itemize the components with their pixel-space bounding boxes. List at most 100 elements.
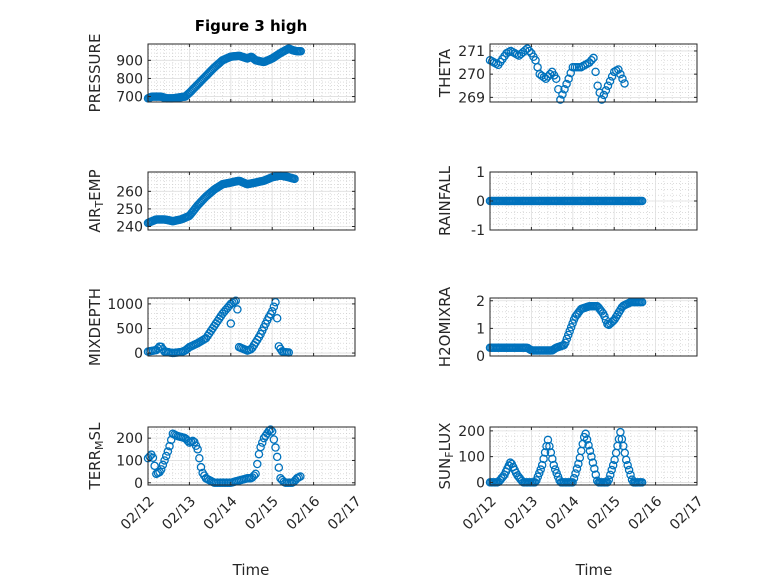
data-point — [620, 79, 629, 88]
data-point — [581, 429, 590, 439]
data-point — [258, 438, 267, 447]
data-point — [156, 465, 166, 474]
axes-box — [147, 171, 356, 231]
x-tick-label: 02/13 — [159, 493, 199, 533]
data-point — [253, 459, 262, 469]
x-tick-label: 02/12 — [460, 493, 500, 533]
data-point — [562, 334, 572, 344]
data-point — [618, 74, 627, 84]
data-point — [624, 465, 634, 475]
axes-box — [489, 43, 698, 103]
x-tick-label: 02/16 — [626, 493, 666, 533]
y-axis-label: H2OMIXRA — [436, 286, 454, 367]
x-tick-label: 02/17 — [667, 493, 707, 533]
data-point — [637, 478, 647, 487]
data-point — [616, 427, 625, 437]
data-point — [584, 440, 593, 450]
data-point — [591, 470, 601, 479]
y-axis-label-subscript: M — [93, 440, 106, 450]
y-tick-label: 1 — [476, 321, 485, 337]
y-tick-label: 271 — [458, 44, 485, 60]
data-point — [623, 460, 632, 470]
y-tick-label: 250 — [116, 202, 143, 218]
y-tick-label: 500 — [116, 321, 143, 337]
data-point — [568, 319, 577, 328]
data-point — [560, 84, 569, 94]
data-point — [606, 470, 615, 480]
data-point — [605, 76, 615, 86]
data-point — [607, 318, 616, 327]
y-tick-label: 1000 — [107, 297, 143, 313]
data-point — [551, 74, 561, 84]
x-tick-label: 02/14 — [201, 493, 241, 533]
data-point — [533, 62, 542, 72]
y-tick-label: 269 — [458, 90, 485, 106]
data-point — [158, 460, 168, 470]
data-point — [226, 319, 236, 328]
y-axis-label-main: SUN — [436, 458, 454, 490]
data-point — [637, 297, 647, 307]
data-point — [562, 79, 571, 89]
subplot-terr-msl: 0 100 200 02/12 02/13 02/14 02/15 02/16 02/17 TER… — [86, 422, 365, 533]
y-tick-label: 270 — [458, 67, 485, 83]
y-tick-label: 0 — [134, 346, 143, 362]
data-point — [506, 458, 515, 467]
data-point — [525, 46, 534, 56]
y-tick-label: 0 — [476, 349, 485, 365]
x-tick-label: 02/16 — [284, 493, 324, 533]
data-point — [254, 449, 264, 459]
data-point — [160, 456, 169, 465]
data-point — [150, 461, 159, 471]
y-axis-label-subscript: F — [443, 451, 456, 457]
data-point — [561, 338, 570, 347]
data-point — [589, 53, 598, 63]
data-point — [607, 465, 616, 475]
data-point — [608, 460, 618, 470]
axes-box — [147, 426, 356, 486]
y-axis-label-main: TERR — [86, 450, 104, 491]
y-tick-label: 100 — [116, 453, 143, 469]
data-point — [163, 447, 173, 456]
data-point — [572, 464, 582, 473]
y-axis-label: PRESSURE — [86, 34, 104, 113]
data-point — [296, 47, 306, 56]
data-point — [565, 326, 574, 336]
y-axis-label: RAINFALL — [436, 165, 454, 236]
data-point — [585, 446, 595, 456]
data-point — [272, 314, 282, 323]
data-point — [603, 81, 613, 91]
y-tick-label: 1 — [476, 165, 485, 181]
data-point — [549, 460, 559, 470]
y-axis-label-rest: LUX — [436, 423, 454, 452]
data-point — [193, 445, 202, 454]
y-tick-label: 0 — [476, 475, 485, 491]
y-axis-label: AIRTEMP — [86, 169, 106, 232]
y-tick-label: -1 — [471, 223, 485, 239]
data-point — [523, 44, 532, 53]
data-point — [626, 470, 635, 480]
data-point — [568, 478, 577, 487]
data-point — [621, 455, 631, 465]
y-tick-label: 0 — [476, 194, 485, 210]
data-point — [569, 474, 579, 483]
data-point — [256, 442, 265, 452]
figure-title: Figure 3 high — [195, 17, 308, 35]
data-point — [566, 68, 575, 78]
data-point — [231, 296, 241, 306]
y-tick-label: 100 — [458, 450, 485, 466]
data-point — [296, 472, 305, 481]
subplot-rainfall: -1 0 1 RAINFALL — [436, 165, 698, 239]
data-point — [148, 453, 158, 463]
data-point — [196, 462, 206, 472]
data-point — [599, 90, 609, 100]
subplot-sun-flux: 0 100 200 02/12 02/13 02/14 02/15 02/16 02/17 SUN… — [436, 423, 707, 534]
data-point — [274, 463, 284, 472]
data-point — [290, 174, 299, 184]
axes-box — [147, 43, 356, 103]
axes-box — [147, 297, 356, 357]
data-point — [585, 58, 594, 67]
data-point — [597, 95, 607, 104]
